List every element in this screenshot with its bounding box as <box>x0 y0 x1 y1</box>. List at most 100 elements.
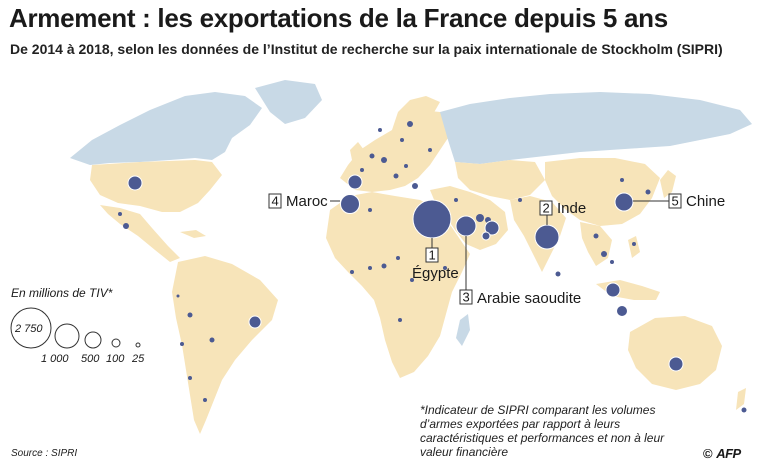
bubble-china <box>614 192 634 212</box>
afp-logo: AFP <box>716 446 741 461</box>
medium-bubbles <box>127 174 684 372</box>
land-south-america <box>172 256 278 434</box>
bubble-small <box>632 242 636 246</box>
land-australia <box>628 316 722 390</box>
bubble-small <box>203 398 207 402</box>
page-subtitle: De 2014 à 2018, selon les données de l’I… <box>10 41 723 57</box>
legend-circle-1000 <box>54 323 80 349</box>
bubble-small <box>209 337 215 343</box>
bubble-small <box>645 189 651 195</box>
bubble-small <box>407 121 413 127</box>
bubble-small <box>118 212 122 216</box>
land-new-zealand <box>736 388 746 410</box>
land-usa <box>90 160 222 212</box>
bubble-small <box>180 342 184 346</box>
bubble-small <box>443 266 447 270</box>
bubble-small <box>428 148 432 152</box>
top-bubbles <box>340 192 634 250</box>
rank-labels: 1 2 3 4 5 <box>272 194 679 305</box>
rank-box-4 <box>268 193 282 209</box>
legend-label-100: 100 <box>106 353 125 365</box>
legend-circle-2750 <box>10 307 52 349</box>
land-central-asia <box>455 160 545 200</box>
bubble-usa <box>127 175 143 191</box>
bubble-indonesia <box>616 305 628 317</box>
bubble-small <box>381 263 387 269</box>
land-greenland <box>255 80 322 124</box>
rank-number: 4 <box>272 194 279 209</box>
bubble-small <box>398 318 402 322</box>
country-label-saudi-arabia: Arabie saoudite <box>477 290 581 307</box>
bubble-small <box>620 178 624 182</box>
legend-circle-500 <box>84 331 102 349</box>
bubble-small <box>412 183 418 189</box>
bubble-india <box>534 224 560 250</box>
bubble-small <box>454 198 458 202</box>
land-scandinavia <box>392 96 440 130</box>
bubble-small <box>610 260 614 264</box>
legend-circle-25 <box>135 342 141 348</box>
country-labels: Égypte Inde Arabie saoudite Maroc Chine <box>286 193 725 307</box>
bubble-qatar <box>484 220 500 236</box>
rank-box-3 <box>459 289 473 305</box>
leader-lines <box>330 200 669 290</box>
land-japan <box>660 170 676 198</box>
bubble-small <box>393 173 399 179</box>
bubble-small <box>518 198 522 202</box>
bubble-uk <box>347 174 363 190</box>
land-uk <box>350 142 364 162</box>
land-philippines <box>628 236 640 258</box>
bubble-small <box>593 233 599 239</box>
bubble-small <box>188 376 192 380</box>
rank-number: 2 <box>543 201 550 216</box>
rank-boxes <box>268 193 682 305</box>
bubble-small <box>601 251 607 257</box>
credit: © AFP <box>703 446 741 461</box>
land-southeast-asia <box>580 222 612 266</box>
country-label-china: Chine <box>686 193 725 210</box>
rank-box-2 <box>539 200 553 216</box>
legend-label-25: 25 <box>131 353 145 365</box>
bubble-saudi-arabia <box>455 215 477 237</box>
bubble-brazil <box>248 315 262 329</box>
country-label-morocco: Maroc <box>286 193 328 210</box>
bubble-small <box>350 270 354 274</box>
land-china <box>545 158 660 226</box>
rank-number: 5 <box>672 194 679 209</box>
bubble-uae <box>481 231 491 241</box>
legend-circle-100 <box>111 338 121 348</box>
bubble-singapore <box>605 282 621 298</box>
bubble-small <box>400 138 404 142</box>
page-title: Armement : les exportations de la France… <box>9 3 668 33</box>
bubble-australia <box>668 356 684 372</box>
land-north-america-north <box>70 92 262 165</box>
bubble-small <box>360 168 364 172</box>
land-caribbean <box>180 230 206 238</box>
rank-box-1 <box>425 247 439 263</box>
bubble-small <box>368 208 372 212</box>
legend-labels: 2 750 1 000 500 100 25 <box>14 323 145 365</box>
land-mexico-central-america <box>100 205 180 262</box>
bubble-small <box>741 407 747 413</box>
country-label-india: Inde <box>557 200 586 217</box>
land-madagascar <box>456 314 470 346</box>
rank-box-5 <box>668 193 682 209</box>
bubble-egypt <box>412 199 452 239</box>
land-layer <box>70 80 752 434</box>
bubble-small <box>404 164 408 168</box>
land-europe <box>340 110 452 192</box>
bubble-small <box>410 278 414 282</box>
bubble-morocco <box>340 194 360 214</box>
rank-number: 1 <box>429 248 436 263</box>
rank-number: 3 <box>463 290 470 305</box>
bubble-small <box>123 223 129 229</box>
bubble-small <box>555 271 561 277</box>
bubble-small <box>381 157 387 163</box>
small-bubbles <box>118 121 747 413</box>
footnote: *Indicateur de SIPRI comparant les volum… <box>420 403 665 459</box>
source-note: Source : SIPRI <box>11 448 78 459</box>
legend-title: En millions de TIV* <box>11 286 113 300</box>
bubble-small <box>396 256 400 260</box>
land-russia <box>440 92 752 164</box>
bubble-small <box>476 214 484 222</box>
